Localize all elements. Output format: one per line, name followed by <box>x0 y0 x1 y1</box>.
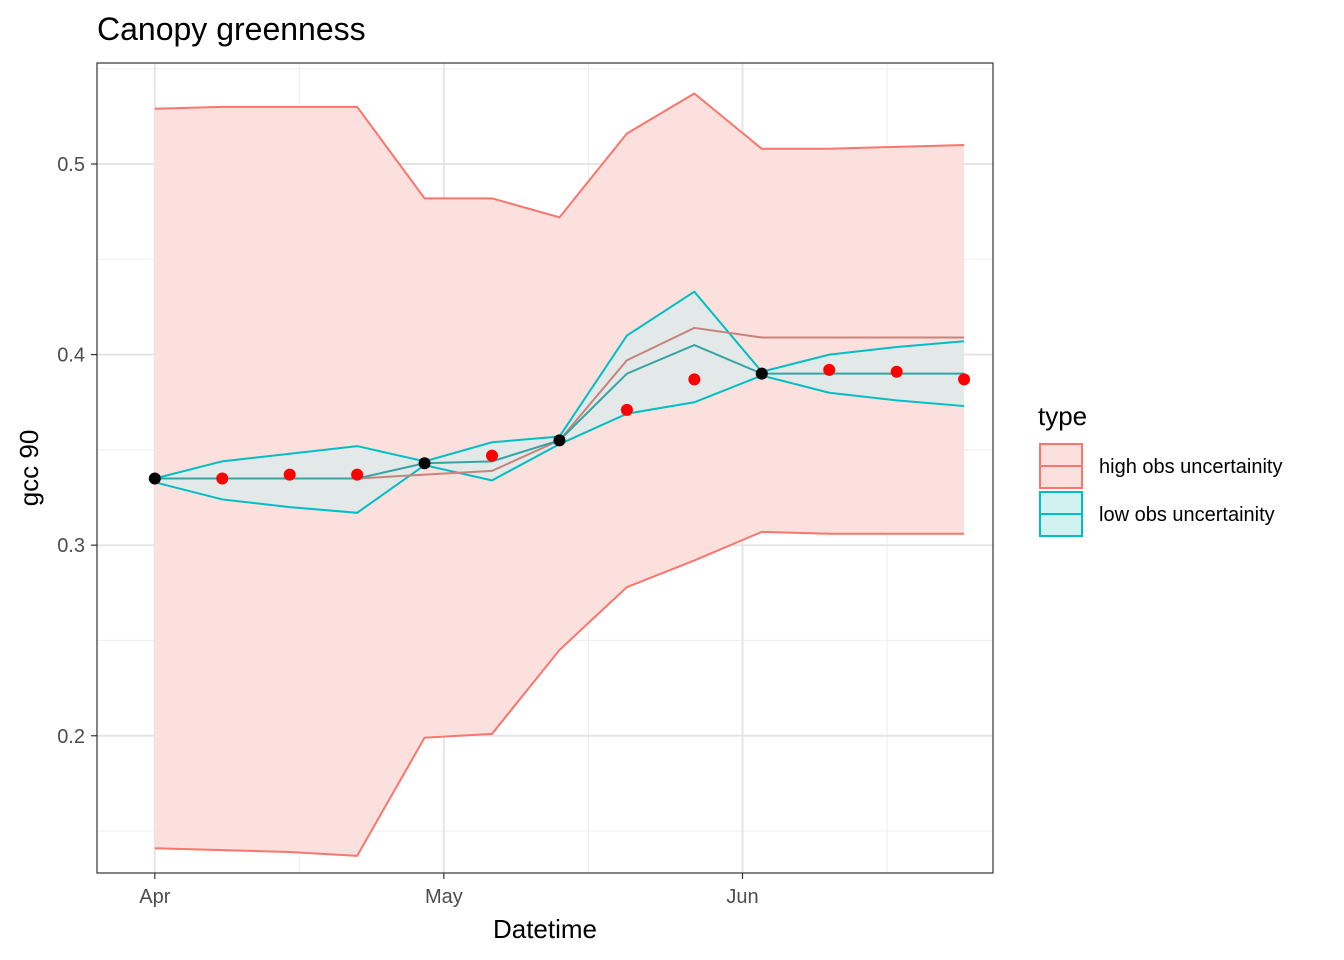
y-tick-label: 0.2 <box>57 726 85 748</box>
legend-title: type <box>1038 401 1087 431</box>
x-tick-label: Apr <box>139 886 170 908</box>
forecast-point <box>823 363 836 376</box>
band-0 <box>154 93 965 856</box>
band-1 <box>154 291 965 513</box>
legend-label: low obs uncertainity <box>1099 504 1275 526</box>
forecast-point <box>620 403 633 416</box>
y-tick-label: 0.3 <box>57 535 85 557</box>
legend: type high obs uncertainity low obs uncert… <box>1038 401 1282 537</box>
x-tick-label: May <box>425 886 463 908</box>
forecast-point <box>958 373 971 386</box>
data-points <box>148 363 971 485</box>
legend-label: high obs uncertainity <box>1099 456 1282 478</box>
y-axis-title: gcc 90 <box>14 430 44 507</box>
forecast-point <box>890 365 903 378</box>
plot-panel-border <box>96 62 994 874</box>
y-tick-label: 0.5 <box>57 154 85 176</box>
observed-point <box>553 434 566 447</box>
upper-line-0 <box>154 92 965 219</box>
lower-line-0 <box>154 530 965 857</box>
y-tick-label: 0.4 <box>57 345 85 367</box>
observed-point <box>418 457 431 470</box>
observed-point <box>148 472 161 485</box>
chart-title: Canopy greenness <box>97 11 366 47</box>
observed-point <box>755 367 768 380</box>
x-axis-title: Datetime <box>493 914 597 944</box>
uncertainty-bands <box>154 93 965 856</box>
forecast-point <box>283 468 296 481</box>
forecast-point <box>486 449 499 462</box>
forecast-point <box>688 373 701 386</box>
forecast-point <box>351 468 364 481</box>
y-axis-ticks: 0.2 0.3 0.4 0.5 <box>57 154 97 748</box>
x-tick-label: Jun <box>726 886 758 908</box>
x-axis-ticks: Apr May Jun <box>139 873 759 908</box>
forecast-point <box>216 472 229 485</box>
